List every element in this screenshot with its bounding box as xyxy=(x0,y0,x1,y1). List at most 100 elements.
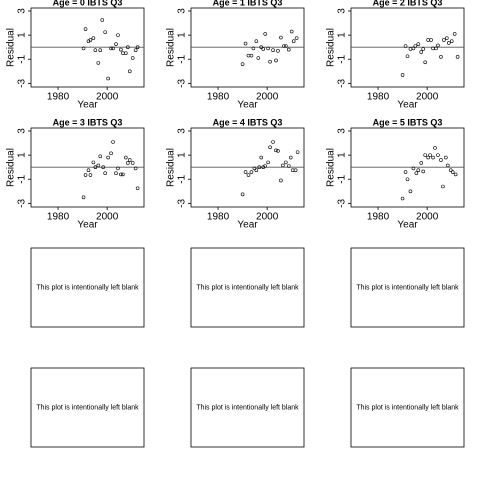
y-tick-label: -1 xyxy=(17,54,28,63)
point xyxy=(125,45,130,49)
blank-panel-frame xyxy=(350,367,465,448)
y-tick-label: 1 xyxy=(337,152,348,158)
point xyxy=(249,53,254,58)
point xyxy=(279,178,283,183)
blank-panel-text: This plot is intentionally left blank xyxy=(36,404,139,411)
point xyxy=(96,61,101,65)
point xyxy=(93,165,98,169)
point xyxy=(111,140,115,144)
point xyxy=(93,48,98,53)
point xyxy=(268,59,272,64)
point xyxy=(88,38,93,42)
point xyxy=(414,171,419,176)
point xyxy=(449,39,454,43)
point xyxy=(439,55,443,59)
blank-panel-text: This plot is intentionally left blank xyxy=(36,284,139,291)
blank-panel-frame xyxy=(30,367,145,448)
point xyxy=(103,30,107,34)
point xyxy=(400,196,405,201)
point xyxy=(453,172,458,177)
point xyxy=(419,50,424,54)
y-axis-label: Residual xyxy=(6,148,17,187)
y-axis-label: Residual xyxy=(326,28,337,67)
point xyxy=(294,36,299,40)
point xyxy=(246,53,251,58)
point xyxy=(421,47,426,51)
point xyxy=(261,47,266,51)
point xyxy=(455,55,460,59)
y-tick-label: 3 xyxy=(177,128,188,134)
x-tick-label: 1980 xyxy=(367,92,390,103)
point xyxy=(416,168,421,173)
point xyxy=(81,195,86,200)
point xyxy=(431,155,435,160)
point xyxy=(106,155,110,160)
point xyxy=(130,56,135,60)
point xyxy=(257,165,262,169)
point xyxy=(419,161,424,165)
point xyxy=(83,173,88,177)
point xyxy=(254,39,259,43)
point xyxy=(256,56,261,60)
x-axis-label: Year xyxy=(77,100,98,111)
point xyxy=(284,160,288,165)
point xyxy=(259,155,264,160)
point xyxy=(125,161,130,165)
point xyxy=(274,148,278,153)
point xyxy=(442,38,446,42)
point xyxy=(408,189,413,194)
y-axis-label: Residual xyxy=(326,148,337,187)
point xyxy=(263,164,267,168)
point xyxy=(133,166,138,171)
point xyxy=(119,47,123,52)
point xyxy=(446,41,451,45)
y-tick-label: 3 xyxy=(17,128,28,134)
point xyxy=(448,168,453,173)
x-tick-label: 1980 xyxy=(207,92,230,103)
point xyxy=(240,62,245,66)
point xyxy=(121,51,125,56)
point xyxy=(116,33,120,37)
point xyxy=(114,42,118,46)
point xyxy=(423,60,427,65)
point xyxy=(416,42,421,46)
point xyxy=(293,168,298,173)
point xyxy=(403,170,408,174)
point xyxy=(439,158,443,162)
x-tick-label: 2000 xyxy=(96,212,119,223)
point xyxy=(135,45,140,49)
point xyxy=(101,165,106,169)
panel-title: Age = 3 IBTS Q3 xyxy=(53,117,123,127)
x-axis-label: Year xyxy=(397,100,418,111)
point xyxy=(130,161,135,165)
point xyxy=(429,38,433,42)
point xyxy=(96,163,101,168)
y-tick-label: -3 xyxy=(17,79,28,88)
y-tick-label: 3 xyxy=(337,128,348,134)
point xyxy=(268,145,272,150)
point xyxy=(274,58,278,63)
point xyxy=(91,36,96,40)
point xyxy=(109,46,113,51)
y-tick-label: 1 xyxy=(177,152,188,158)
blank-panel-frame xyxy=(30,247,145,328)
point xyxy=(286,164,291,168)
point xyxy=(249,170,254,174)
blank-panel-text: This plot is intentionally left blank xyxy=(356,404,459,411)
y-tick-label: -1 xyxy=(177,174,188,183)
point xyxy=(295,150,300,154)
blank-panel-frame xyxy=(350,247,465,328)
point xyxy=(276,49,280,53)
x-tick-label: 1980 xyxy=(367,212,390,223)
point xyxy=(445,36,449,40)
point xyxy=(251,46,256,51)
point xyxy=(254,168,259,173)
point xyxy=(127,69,132,74)
point xyxy=(405,177,410,182)
y-tick-label: 3 xyxy=(337,8,348,14)
y-tick-label: 1 xyxy=(337,32,348,38)
point xyxy=(121,172,125,177)
y-tick-label: -3 xyxy=(177,79,188,88)
y-axis-label: Residual xyxy=(6,28,17,67)
